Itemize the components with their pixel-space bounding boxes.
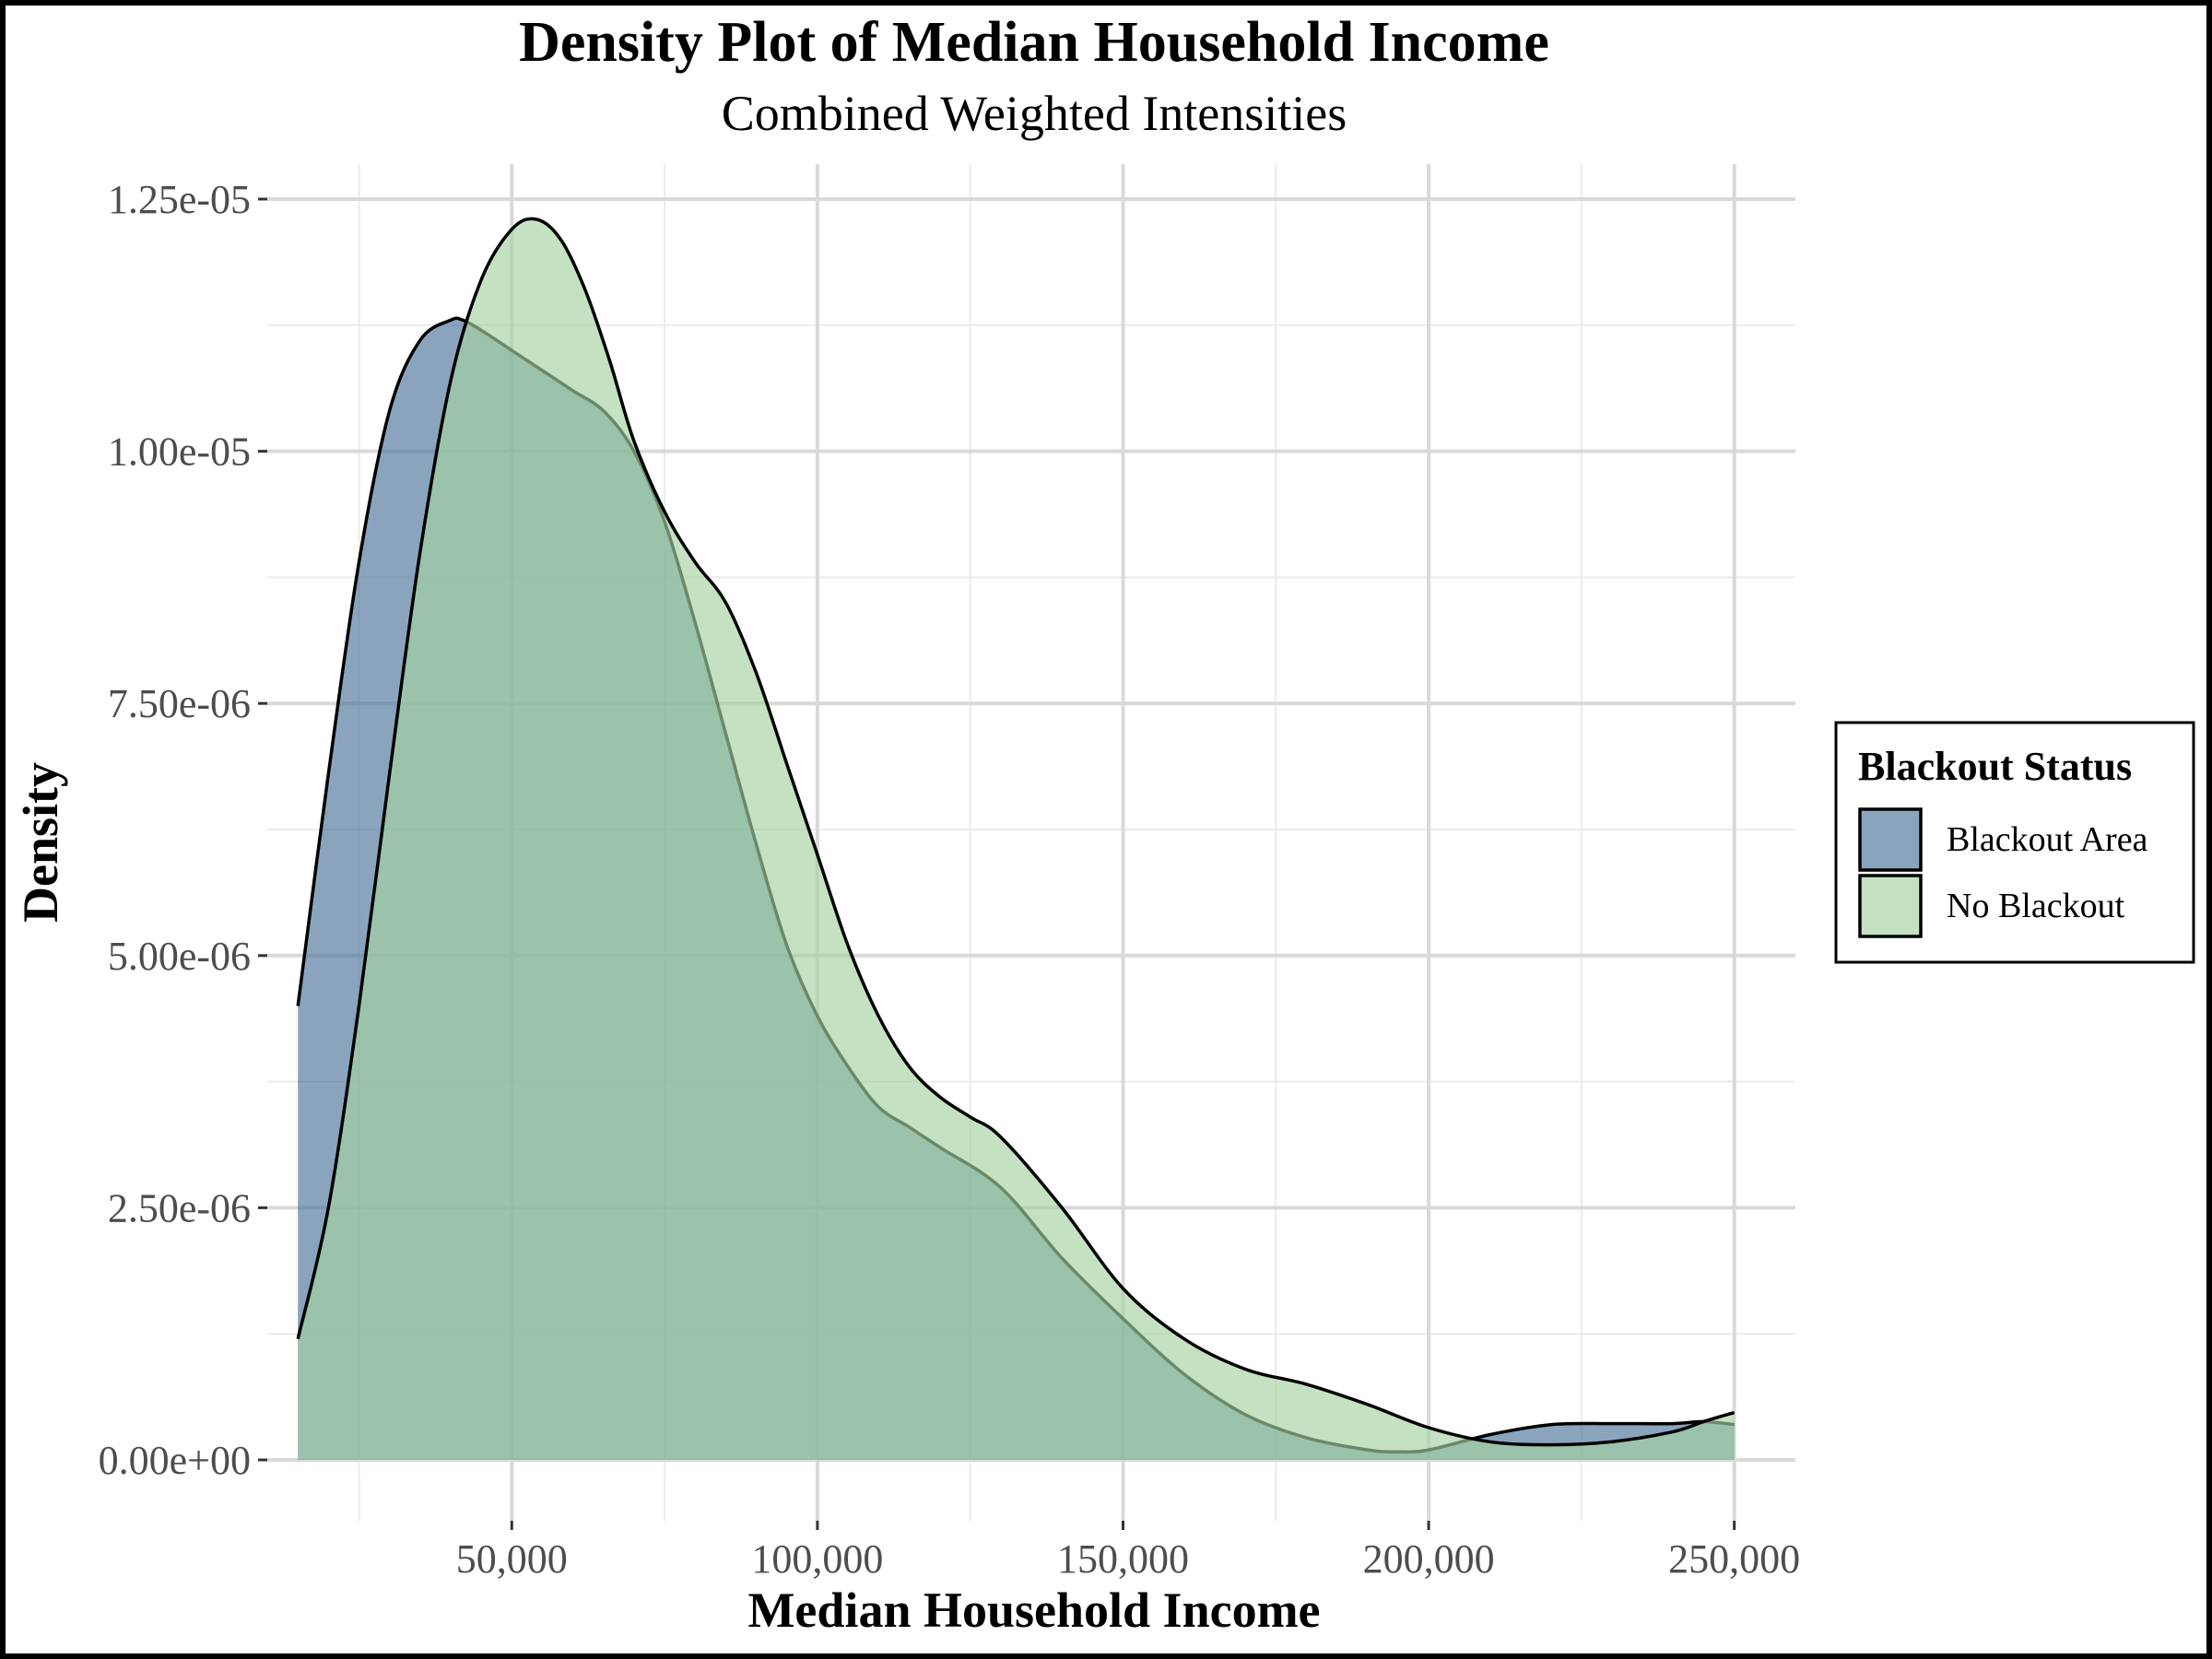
x-axis-title: Median Household Income xyxy=(747,1583,1320,1638)
legend-label-blackout-area: Blackout Area xyxy=(1947,820,2148,859)
x-tick-label: 150,000 xyxy=(1057,1536,1189,1582)
density-area-no-blackout xyxy=(298,218,1735,1461)
chart-title: Density Plot of Median Household Income xyxy=(519,11,1549,74)
x-tick-label: 100,000 xyxy=(751,1536,883,1582)
chart-subtitle: Combined Weighted Intensities xyxy=(722,86,1347,141)
density-line-no-blackout xyxy=(296,217,1735,1447)
y-tick-label: 7.50e-06 xyxy=(108,681,251,726)
y-tick-label: 2.50e-06 xyxy=(108,1185,251,1230)
x-tick-label: 250,000 xyxy=(1668,1536,1800,1582)
legend-label-no-blackout: No Blackout xyxy=(1947,887,2125,925)
legend-key-blackout-area xyxy=(1858,807,1923,872)
y-tick-label: 0.00e+00 xyxy=(99,1438,251,1483)
y-axis: 0.00e+00 2.50e-06 5.00e-06 7.50e-06 1.00e-05… xyxy=(99,177,267,1483)
legend-key-no-blackout xyxy=(1858,874,1923,938)
x-axis: 50,000 100,000 150,000 200,000 250,000 xyxy=(456,1521,1800,1582)
legend-title: Blackout Status xyxy=(1858,744,2132,789)
y-axis-title: Density xyxy=(13,762,68,923)
x-tick-label: 50,000 xyxy=(456,1536,568,1582)
y-tick-label: 1.25e-05 xyxy=(108,177,251,222)
x-tick-label: 200,000 xyxy=(1363,1536,1495,1582)
y-tick-label: 1.00e-05 xyxy=(108,429,251,475)
y-tick-label: 5.00e-06 xyxy=(108,934,251,979)
legend: Blackout Status Blackout Area No Blackout xyxy=(1834,721,2195,964)
density-areas xyxy=(296,217,1735,1461)
